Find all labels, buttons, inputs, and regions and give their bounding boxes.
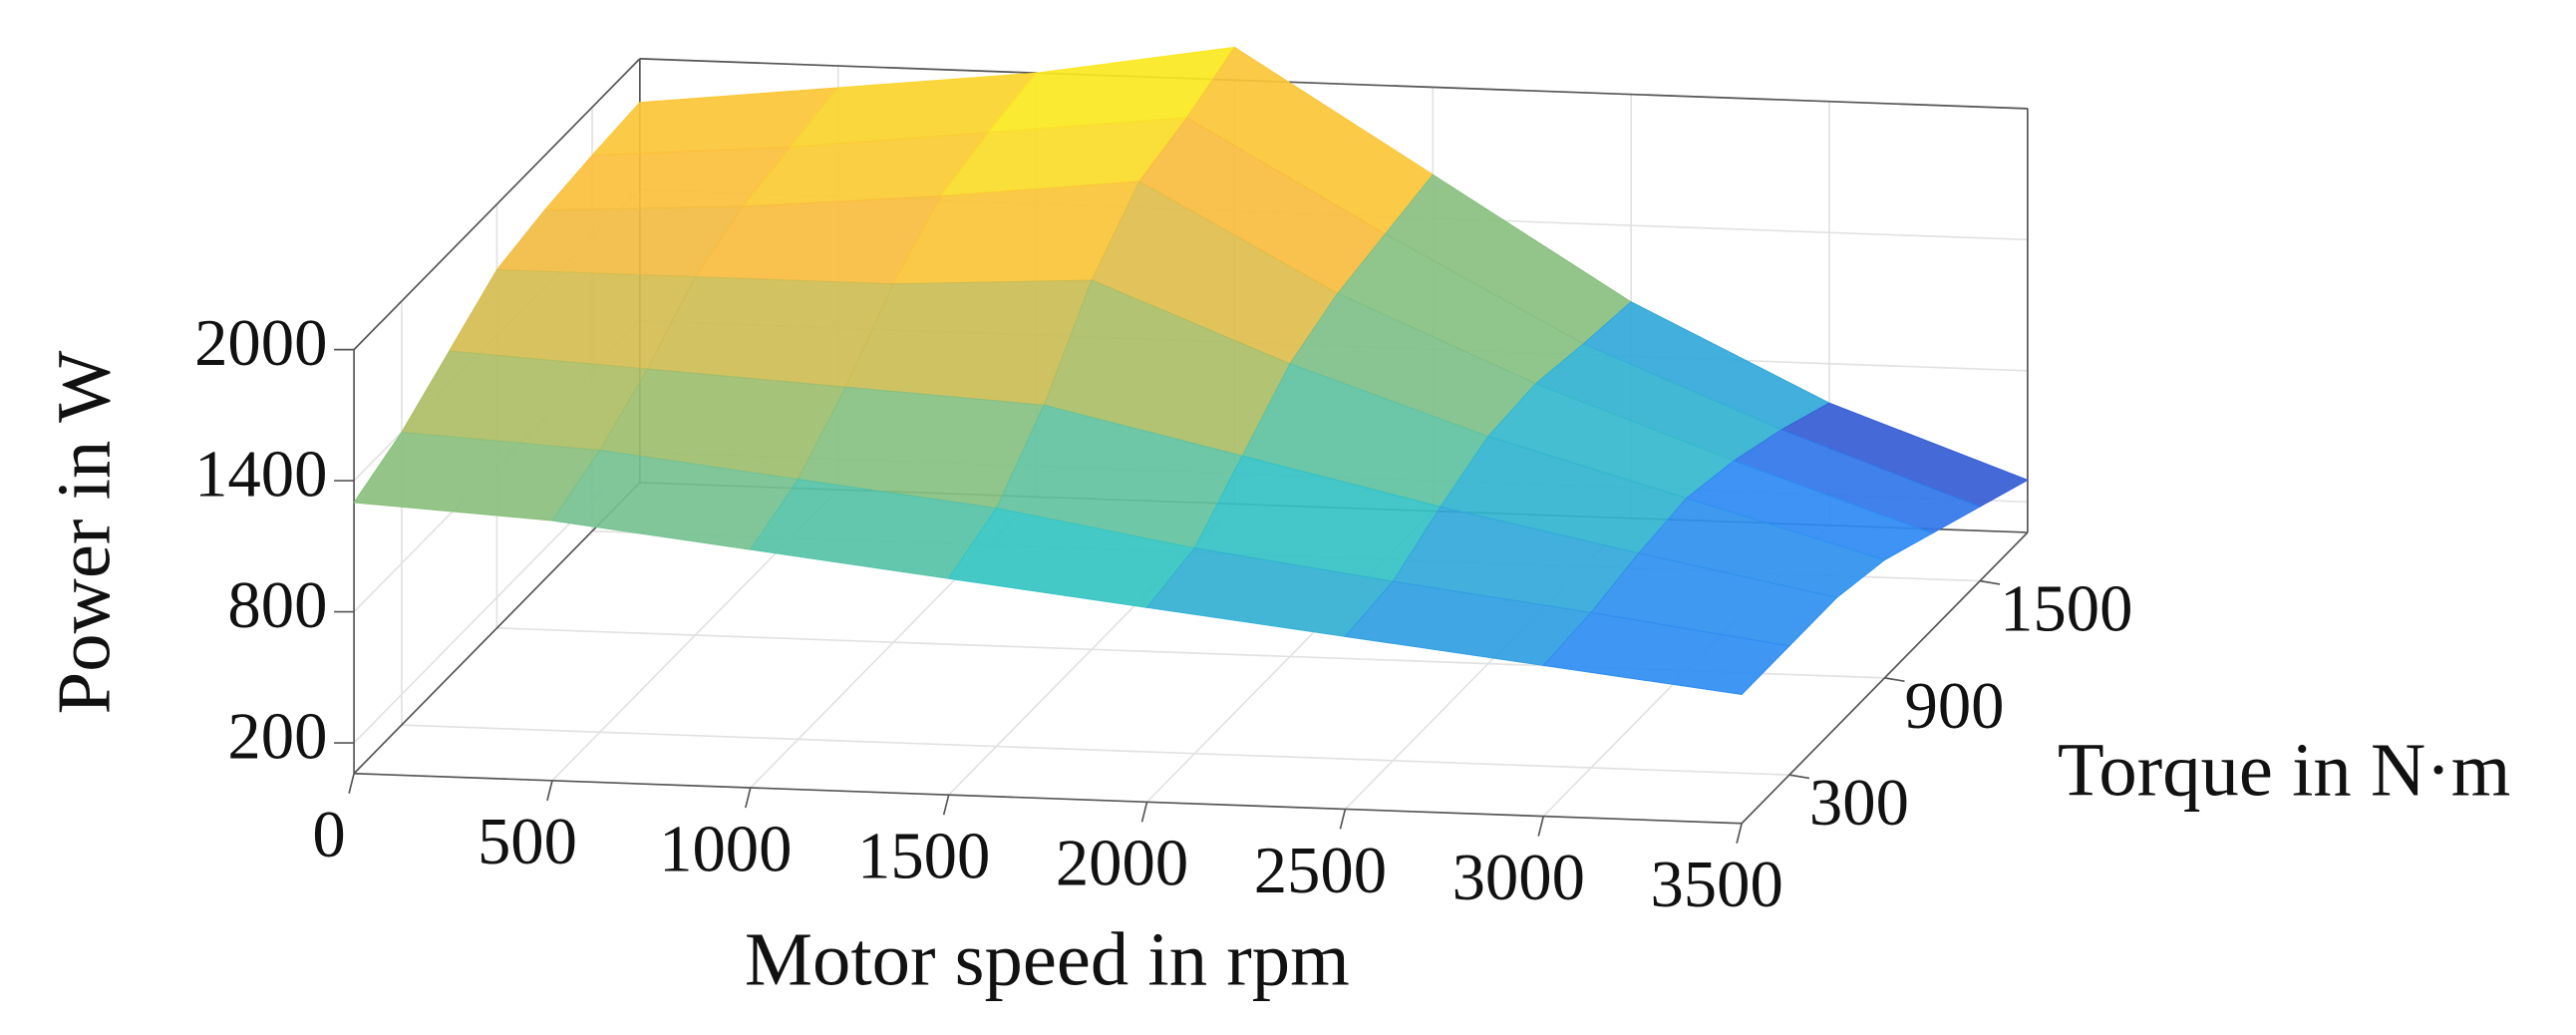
y-tick-label: 300: [1809, 767, 1909, 840]
tick-mark: [1979, 579, 2001, 585]
x-tick-label: 1000: [659, 813, 792, 885]
x-tick-label: 0: [312, 799, 345, 871]
tick-mark: [1884, 677, 1905, 683]
surface: [353, 46, 2030, 695]
labels: 200 800 1400 2000 0 500 1000 1500 2000 2500 3000 35…: [194, 307, 2132, 921]
x-tick-label: 1500: [857, 821, 990, 893]
box-edge: [353, 482, 641, 775]
tick-mark: [1788, 774, 1810, 780]
tick-mark: [1339, 809, 1347, 830]
x-tick-label: 3000: [1452, 842, 1585, 914]
box-edge: [353, 58, 641, 351]
x-tick-label: 500: [478, 806, 577, 878]
grid-line: [401, 724, 1789, 776]
x-tick-label: 2500: [1254, 835, 1387, 907]
box-edge: [639, 58, 2028, 110]
tick-mark: [745, 787, 752, 809]
y-tick-label: 1500: [2000, 573, 2132, 646]
z-tick-label: 200: [227, 700, 327, 773]
z-axis-label: Power in W: [41, 350, 126, 714]
surface-patch: [1542, 611, 1790, 695]
box-edge: [354, 772, 1743, 825]
z-tick-label: 2000: [194, 307, 327, 380]
tick-mark: [942, 794, 950, 816]
x-axis-label: Motor speed in rpm: [745, 916, 1350, 1001]
tick-mark: [348, 773, 355, 794]
tick-mark: [1140, 802, 1148, 823]
x-tick-label: 3500: [1650, 849, 1782, 921]
tick-mark: [1736, 823, 1743, 844]
y-tick-label: 900: [1904, 670, 2004, 743]
x-tick-label: 2000: [1056, 828, 1188, 900]
z-tick-label: 1400: [194, 438, 327, 511]
tick-mark: [546, 780, 553, 802]
tick-mark: [1537, 816, 1545, 837]
y-axis-label: Torque in N·m: [2058, 727, 2511, 812]
z-tick-label: 800: [227, 569, 327, 642]
